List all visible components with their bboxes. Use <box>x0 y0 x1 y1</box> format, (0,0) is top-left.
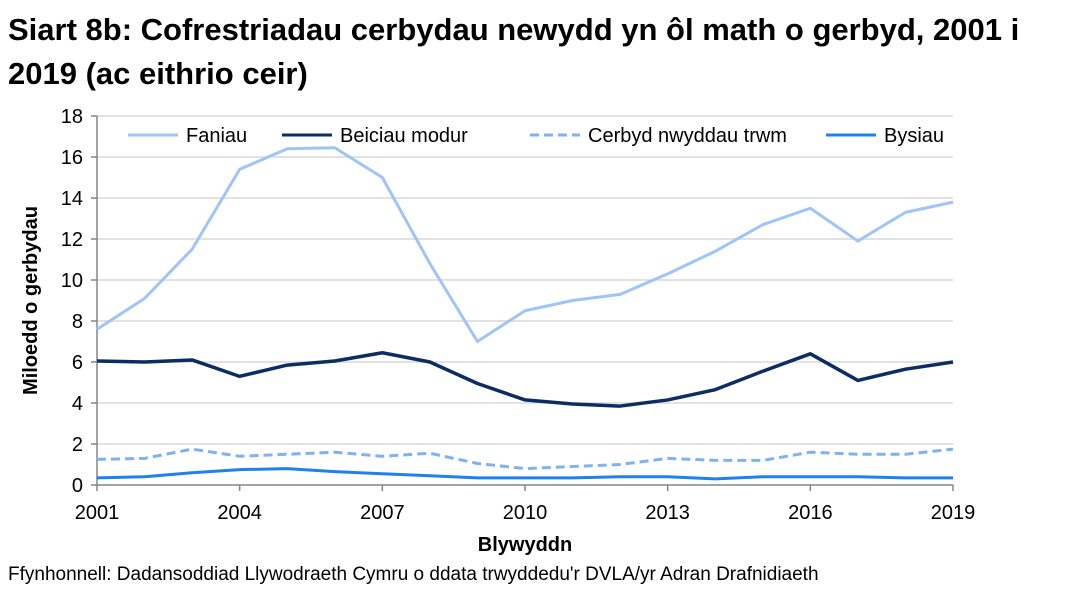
y-tick-label: 2 <box>72 434 83 456</box>
y-tick-label: 12 <box>61 229 83 251</box>
chart-title: Siart 8b: Cofrestriadau cerbydau newydd … <box>8 12 1020 91</box>
y-tick-label: 6 <box>72 352 83 374</box>
y-tick-label: 8 <box>72 311 83 333</box>
x-tick-label: 2007 <box>360 502 405 524</box>
source-note: Ffynhonnell: Dadansoddiad Llywodraeth Cy… <box>8 564 819 585</box>
y-axis-label: Miloedd o gerbydau <box>20 206 42 395</box>
y-tick-label: 4 <box>72 393 83 415</box>
y-tick-label: 14 <box>61 188 83 210</box>
x-tick-label: 2019 <box>931 502 976 524</box>
y-tick-label: 18 <box>61 106 83 128</box>
y-tick-label: 16 <box>61 147 83 169</box>
x-tick-label: 2004 <box>217 502 262 524</box>
x-axis-label: Blywyddn <box>478 534 572 556</box>
legend-label: Beiciau modur <box>340 125 468 147</box>
y-tick-label: 0 <box>72 475 83 497</box>
x-tick-label: 2013 <box>645 502 690 524</box>
legend-label: Faniau <box>186 125 247 147</box>
series-line-3 <box>96 467 953 481</box>
x-tick-label: 2016 <box>788 502 833 524</box>
series-line-2 <box>96 447 954 471</box>
legend-label: Cerbyd nwyddau trwm <box>588 125 787 147</box>
series-line-0 <box>96 146 954 343</box>
series-line-1 <box>96 351 954 408</box>
legend-label: Bysiau <box>884 125 944 147</box>
x-tick-label: 2001 <box>75 502 120 524</box>
x-tick-label: 2010 <box>503 502 548 524</box>
y-tick-label: 10 <box>61 270 83 292</box>
